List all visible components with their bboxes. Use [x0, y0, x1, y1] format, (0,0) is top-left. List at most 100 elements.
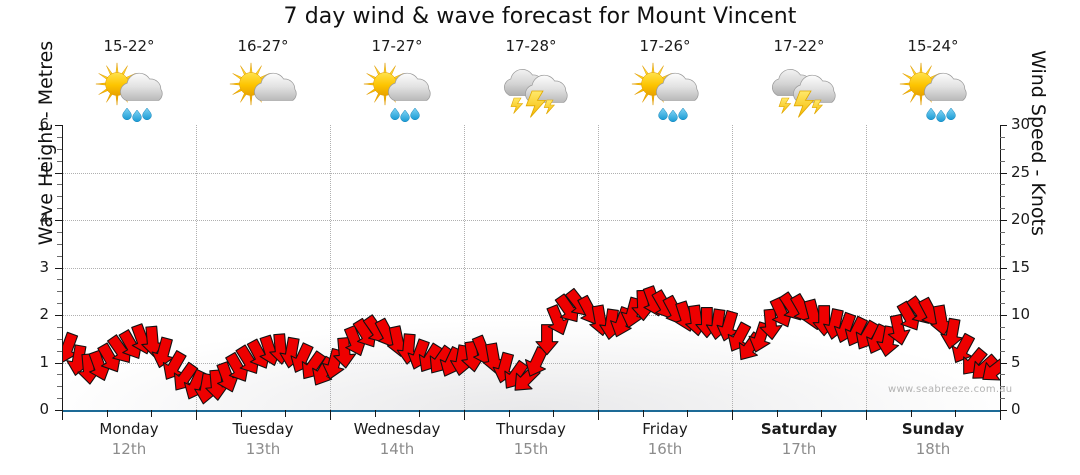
left-axis-minor-tick: [57, 160, 62, 162]
right-axis-tick: [1000, 362, 1007, 364]
left-axis-tick-label: 6: [39, 115, 49, 133]
watermark: www.seabreeze.com.au: [888, 384, 1013, 395]
left-axis-minor-tick: [57, 338, 62, 340]
left-axis-tick-label: 4: [39, 210, 49, 228]
left-axis-minor-tick: [57, 148, 62, 150]
right-axis-tick-label: 20: [1011, 210, 1031, 228]
day-name: Monday: [99, 420, 159, 438]
right-axis-tick-label: 10: [1011, 305, 1031, 323]
left-axis-minor-tick: [57, 326, 62, 328]
left-axis-minor-tick: [57, 303, 62, 305]
left-axis-tick-label: 3: [39, 257, 49, 276]
day-name: Sunday: [901, 420, 965, 438]
x-axis-minor-tick: [776, 410, 778, 417]
wind-arrow: [333, 337, 357, 369]
wind-arrow: [887, 313, 911, 346]
right-axis-tick: [1000, 267, 1007, 269]
right-axis-minor-tick: [1000, 398, 1005, 400]
day-date: 12th: [111, 440, 147, 458]
page-title: 7 day wind & wave forecast for Mount Vin…: [283, 4, 797, 29]
day-temperature-range: 17-26°: [639, 37, 691, 55]
day-divider-gridline: [598, 125, 599, 410]
day-name: Friday: [642, 420, 688, 438]
x-axis-day-tick: [866, 410, 867, 420]
left-axis-line: [62, 125, 63, 410]
day-header-wednesday: 17-27°: [330, 36, 464, 126]
day-date: 14th: [379, 440, 415, 458]
right-axis-minor-tick: [1000, 243, 1005, 245]
right-axis-minor-tick: [1000, 208, 1005, 210]
sun-cloud-rain-icon: [866, 60, 1000, 122]
left-axis-tick: [55, 362, 62, 364]
day-header-saturday: 17-22°: [732, 36, 866, 126]
x-axis-minor-tick: [821, 410, 823, 417]
day-name: Thursday: [496, 420, 566, 438]
right-axis-minor-tick: [1000, 303, 1005, 305]
left-axis-tick: [55, 410, 62, 411]
day-header-friday: 17-26°: [598, 36, 732, 126]
right-axis-minor-tick: [1000, 148, 1005, 150]
day-label-thursday: Thursday 15th: [464, 419, 598, 459]
left-axis-tick: [55, 125, 62, 126]
left-axis-tick: [55, 172, 62, 174]
left-axis-minor-tick: [57, 255, 62, 257]
day-divider-gridline: [464, 125, 465, 410]
cloud-lightning-icon: [464, 60, 598, 122]
day-label-tuesday: Tuesday 13th: [196, 419, 330, 459]
right-axis-minor-tick: [1000, 374, 1005, 376]
right-axis-minor-tick: [1000, 291, 1005, 293]
day-date: 17th: [781, 440, 817, 458]
right-axis-tick: [1000, 410, 1007, 411]
day-header-tuesday: 16-27°: [196, 36, 330, 126]
plot-area: [62, 125, 1000, 410]
day-date: 15th: [513, 440, 549, 458]
left-axis-minor-tick: [57, 184, 62, 186]
right-axis-minor-tick: [1000, 350, 1005, 352]
right-axis-tick-label: 25: [1011, 162, 1031, 181]
left-axis-tick: [55, 220, 62, 221]
right-axis-tick: [1000, 172, 1007, 174]
wind-arrow: [535, 324, 559, 356]
left-axis-minor-tick: [57, 243, 62, 245]
right-axis-minor-tick: [1000, 255, 1005, 257]
sun-cloud-rain-icon: [62, 60, 196, 122]
left-axis-minor-tick: [57, 291, 62, 293]
left-axis-minor-tick: [57, 279, 62, 281]
left-axis-tick-label: 5: [39, 162, 49, 181]
day-temperature-range: 15-24°: [907, 37, 959, 55]
x-axis-day-tick: [330, 410, 331, 420]
day-label-monday: Monday 12th: [62, 419, 196, 459]
right-axis-minor-tick: [1000, 160, 1005, 162]
x-axis-minor-tick: [910, 410, 912, 417]
day-divider-gridline: [330, 125, 331, 410]
wind-arrow: [759, 308, 783, 340]
day-temperature-range: 16-27°: [237, 37, 289, 55]
right-axis-tick-label: 30: [1011, 115, 1031, 133]
cloud-lightning-icon: [732, 60, 866, 122]
left-axis-tick-label: 0: [39, 400, 49, 418]
right-axis-tick-label: 5: [1011, 352, 1021, 371]
left-axis-minor-tick: [57, 386, 62, 388]
right-axis-title: Wind Speed - Knots: [1027, 50, 1049, 236]
right-axis-minor-tick: [1000, 279, 1005, 281]
right-axis-tick: [1000, 220, 1007, 221]
wind-arrow-series: [62, 285, 1000, 405]
day-label-wednesday: Wednesday 14th: [330, 419, 464, 459]
x-axis-minor-tick: [955, 410, 957, 417]
wind-arrow: [951, 332, 976, 363]
x-axis-minor-tick: [374, 410, 376, 417]
wind-arrow: [940, 317, 964, 350]
wind-arrow: [982, 356, 1000, 381]
day-divider-gridline: [866, 125, 867, 410]
right-axis-tick: [1000, 315, 1007, 316]
x-axis-minor-tick: [508, 410, 510, 417]
x-axis-day-tick: [732, 410, 733, 420]
day-label-saturday: Saturday 17th: [732, 419, 866, 459]
day-temperature-range: 17-27°: [371, 37, 423, 55]
x-axis-day-tick: [62, 410, 63, 420]
day-temperature-range: 15-22°: [103, 37, 155, 55]
left-axis-tick-label: 2: [39, 305, 49, 323]
left-axis-minor-tick: [57, 350, 62, 352]
day-date: 18th: [915, 440, 951, 458]
